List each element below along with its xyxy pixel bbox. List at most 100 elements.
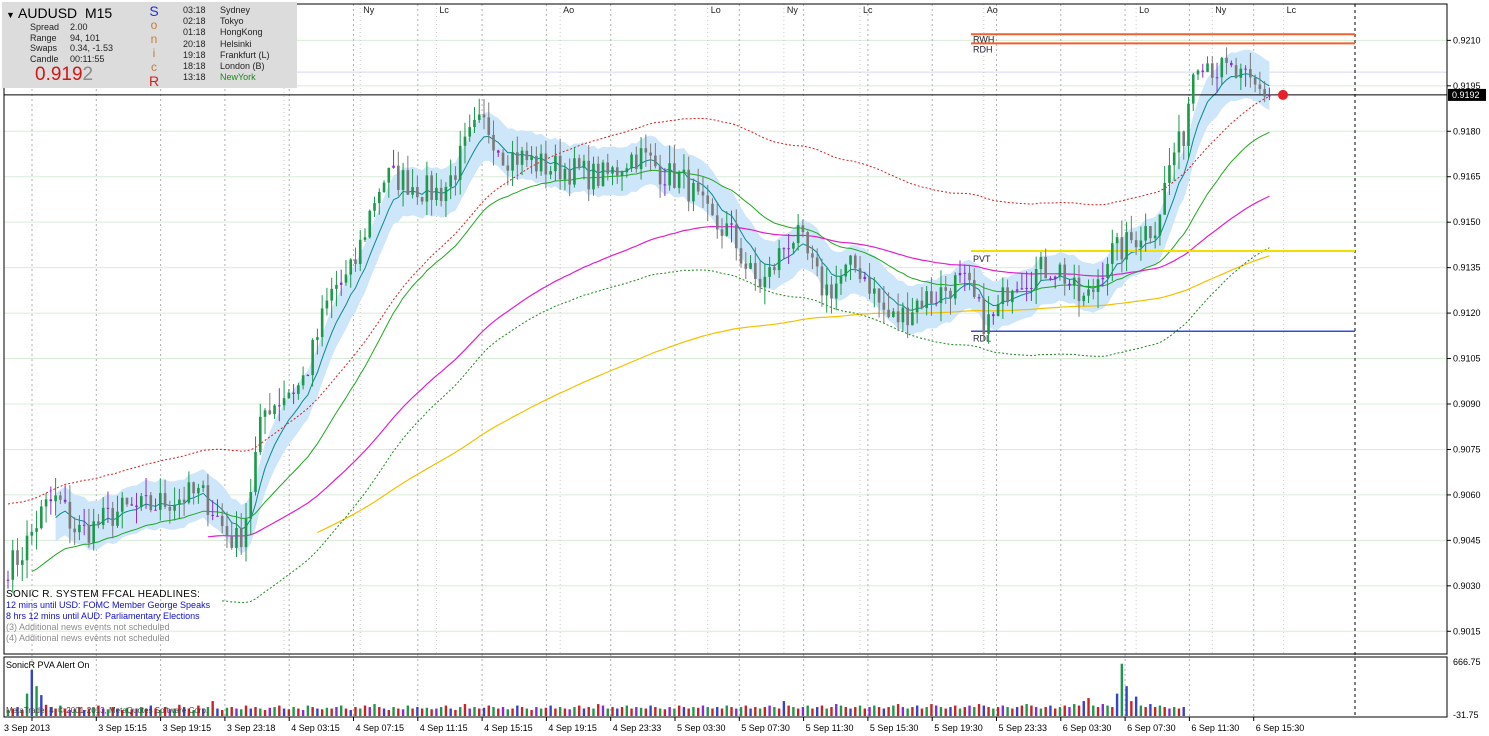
session-label: Ny	[1215, 5, 1226, 15]
candle-body	[1158, 214, 1162, 236]
volume-bar	[244, 705, 248, 716]
candle-body	[825, 284, 829, 296]
candle-body	[563, 168, 567, 180]
volume-bar	[578, 705, 581, 716]
candle-body	[1172, 152, 1176, 166]
candle-body	[130, 504, 134, 506]
symbol-icon: ▼	[6, 10, 15, 20]
candle-body	[492, 134, 495, 151]
candle-body	[715, 215, 719, 230]
volume-bar	[225, 707, 229, 716]
volume-bar	[1092, 705, 1095, 716]
candle-body	[592, 163, 595, 190]
volume-bar	[1087, 698, 1090, 716]
candle-body	[206, 485, 210, 515]
candle-body	[406, 170, 410, 195]
volume-bar	[1063, 705, 1066, 716]
volume-bar	[468, 708, 471, 716]
candle-body	[1206, 63, 1209, 72]
volume-bar	[392, 707, 395, 716]
candle-body	[144, 495, 148, 497]
volume-bar	[354, 707, 357, 716]
candle-body	[677, 172, 681, 188]
volume-bar	[439, 707, 443, 716]
main-frame	[3, 3, 1448, 655]
volume-bar	[982, 705, 985, 716]
session-row: 02:18 Tokyo	[183, 16, 244, 27]
candle-body	[1091, 289, 1095, 292]
session-label: Lc	[863, 5, 873, 15]
candle-body	[520, 150, 524, 165]
candle-body	[758, 278, 762, 288]
candle-body	[468, 127, 472, 137]
volume-bar	[758, 708, 762, 716]
x-tick-label: 3 Sep 2013	[4, 723, 50, 733]
candle-body	[1139, 240, 1143, 248]
volume-bar	[654, 707, 657, 716]
volume-bar	[925, 707, 928, 716]
volume-bar	[782, 701, 786, 716]
candle-body	[1082, 295, 1086, 302]
volume-bar	[620, 707, 624, 716]
volume-bar	[606, 708, 609, 716]
candle-body	[1215, 77, 1219, 79]
candle-body	[892, 311, 895, 317]
x-tick-label: 6 Sep 15:30	[1256, 723, 1305, 733]
volume-bar	[249, 708, 252, 716]
current-price-label: 0.9192	[1452, 90, 1480, 100]
candle-body	[696, 182, 700, 192]
candle-body	[887, 309, 890, 317]
candle-body	[35, 528, 38, 532]
candle-body	[139, 496, 143, 508]
volume-bar	[639, 707, 643, 716]
y-tick-label: 0.9120	[1453, 308, 1481, 318]
volume-bar	[1139, 705, 1143, 716]
candle-body	[116, 511, 119, 526]
timeframe: M15	[84, 5, 113, 21]
y-tick-label: 0.9045	[1453, 535, 1481, 545]
symbol-title: ▼ AUDUSD M15	[6, 5, 112, 21]
candle-body	[1225, 57, 1228, 63]
volume-bar	[240, 709, 243, 716]
volume-bar	[735, 708, 738, 716]
candle-body	[711, 203, 714, 216]
volume-bar	[397, 708, 400, 716]
candle-body	[1072, 277, 1076, 286]
volume-bar	[887, 707, 890, 716]
candle-body	[868, 276, 871, 294]
volume-bar	[1149, 704, 1152, 716]
volume-bar	[206, 707, 210, 716]
volume-bar	[1054, 708, 1057, 716]
candle-body	[20, 560, 24, 565]
volume-bar	[511, 708, 514, 716]
session-label: Lc	[439, 5, 449, 15]
candle-body	[449, 175, 452, 187]
volume-bar	[1020, 705, 1024, 716]
session-label: Lo	[1139, 5, 1149, 15]
candle-body	[554, 155, 557, 172]
volume-bar	[811, 708, 814, 716]
x-tick-label: 5 Sep 19:30	[934, 723, 983, 733]
volume-bar	[63, 708, 67, 716]
candle-body	[558, 155, 562, 180]
volume-bar	[892, 705, 895, 716]
y-tick-label: 0.9195	[1453, 81, 1481, 91]
volume-bar	[830, 707, 833, 716]
ema-band-fill	[55, 49, 1270, 554]
candle-body	[1258, 84, 1262, 90]
y-tick-label: 0.9060	[1453, 490, 1481, 500]
candle-body	[477, 114, 481, 120]
candle-body	[1153, 235, 1157, 239]
candle-body	[1187, 103, 1190, 146]
volume-bar	[54, 708, 57, 716]
session-label: Ny	[363, 5, 374, 15]
candle-body	[754, 263, 757, 279]
volume-bar	[406, 705, 410, 716]
x-tick-label: 5 Sep 07:30	[741, 723, 790, 733]
volume-bar	[968, 705, 971, 716]
session-label: Lc	[1287, 5, 1297, 15]
candle-body	[663, 184, 667, 186]
volume-bar	[573, 707, 576, 716]
